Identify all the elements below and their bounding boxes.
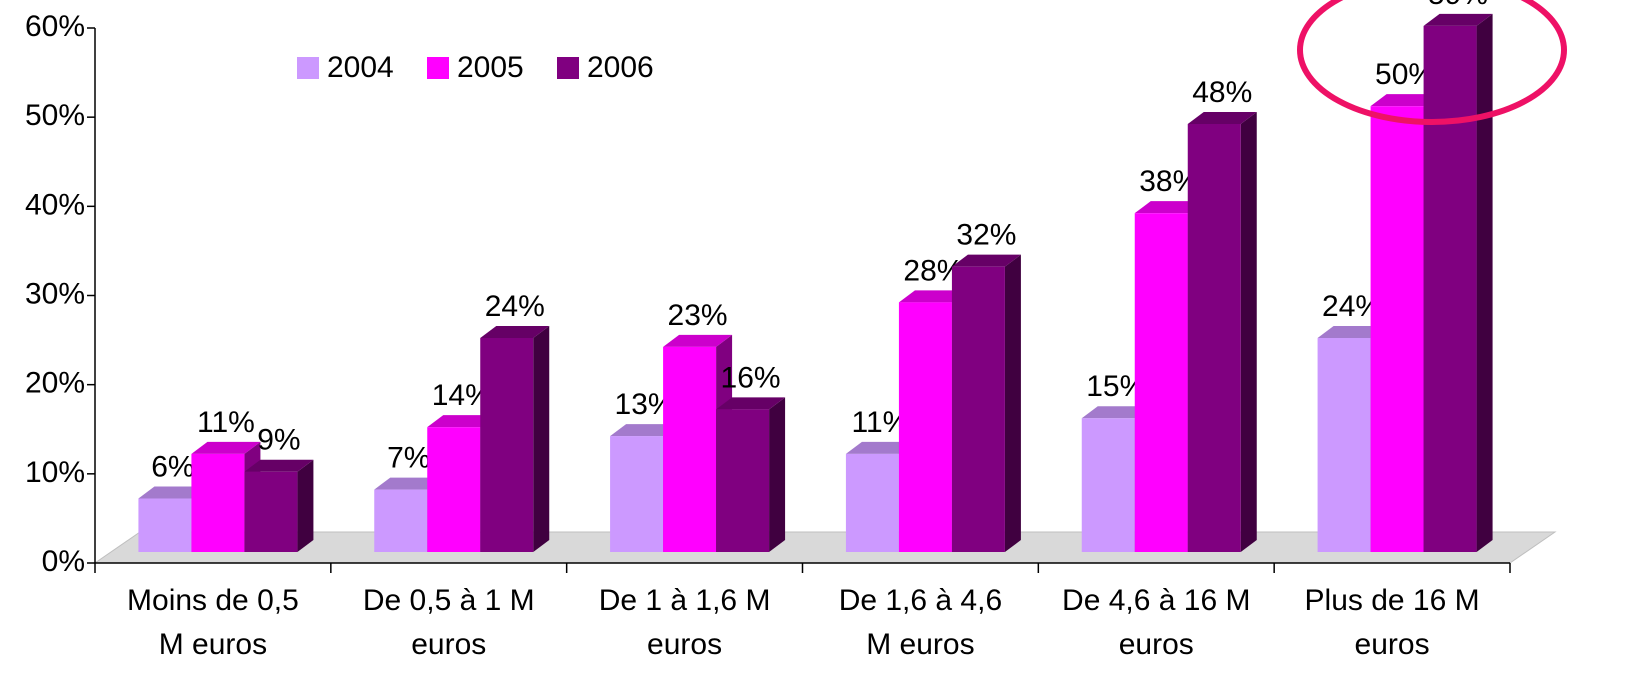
bar bbox=[1134, 213, 1188, 552]
value-label: 24% bbox=[485, 290, 545, 323]
bar-top bbox=[1370, 94, 1440, 107]
bar-side bbox=[769, 397, 786, 552]
bar bbox=[1317, 338, 1371, 552]
legend-label: 2004 bbox=[327, 51, 394, 84]
bar bbox=[427, 427, 481, 552]
bar-top bbox=[191, 441, 261, 454]
bar-top bbox=[138, 486, 208, 499]
bar-top bbox=[427, 415, 497, 428]
legend-swatch bbox=[427, 57, 449, 79]
bar bbox=[191, 453, 245, 552]
bar bbox=[951, 266, 1005, 552]
bar-side bbox=[1476, 13, 1493, 552]
bar bbox=[1081, 418, 1135, 552]
value-label: 7% bbox=[387, 442, 430, 475]
bar-top bbox=[1187, 112, 1257, 124]
legend-swatch bbox=[557, 57, 579, 79]
bar bbox=[716, 409, 770, 552]
bar bbox=[1370, 106, 1424, 553]
y-tick-label: 40% bbox=[25, 188, 85, 221]
bar-side bbox=[1004, 254, 1021, 552]
value-label: 9% bbox=[257, 424, 300, 457]
bar-top bbox=[716, 397, 786, 410]
bar bbox=[244, 471, 298, 552]
bar-top bbox=[845, 441, 915, 454]
bar bbox=[1423, 25, 1477, 552]
bar-top bbox=[951, 254, 1021, 267]
bar-top bbox=[374, 477, 444, 490]
highlight-ellipse bbox=[1297, 0, 1567, 125]
bar bbox=[663, 346, 717, 552]
y-tick-label: 60% bbox=[25, 10, 85, 43]
y-tick-label: 50% bbox=[25, 99, 85, 132]
legend-label: 2006 bbox=[587, 51, 654, 84]
value-label: 59% bbox=[1428, 0, 1488, 11]
legend-swatch bbox=[297, 57, 319, 79]
bar-top bbox=[1081, 406, 1151, 419]
bar bbox=[898, 302, 952, 552]
bar bbox=[138, 498, 192, 552]
value-label: 11% bbox=[197, 406, 255, 439]
value-label: 6% bbox=[151, 450, 194, 483]
bar-top bbox=[663, 334, 733, 347]
bar-top bbox=[1423, 13, 1493, 26]
bar-side bbox=[297, 459, 314, 552]
y-tick-label: 20% bbox=[25, 367, 85, 400]
bar bbox=[374, 489, 428, 552]
x-tick-label: Moins de 0,5 M euros bbox=[127, 584, 299, 661]
y-tick-label: 30% bbox=[25, 277, 85, 310]
value-label: 16% bbox=[721, 361, 781, 394]
bar-side bbox=[1240, 112, 1257, 552]
bar bbox=[1187, 124, 1241, 552]
value-label: 48% bbox=[1192, 76, 1252, 109]
bar-top bbox=[1317, 326, 1387, 338]
legend-label: 2005 bbox=[457, 51, 524, 84]
bar-side bbox=[533, 326, 550, 552]
value-label: 23% bbox=[668, 299, 728, 332]
bar-top bbox=[610, 424, 680, 437]
bar-top bbox=[1134, 201, 1204, 214]
x-tick-label: De 1,6 à 4,6 M euros bbox=[839, 584, 1002, 661]
value-label: 32% bbox=[956, 219, 1016, 252]
bar-top bbox=[244, 459, 314, 472]
y-tick-label: 0% bbox=[42, 545, 85, 578]
bar bbox=[845, 453, 899, 552]
y-tick-label: 10% bbox=[25, 456, 85, 489]
marks: 0% 10% 20% 30% 40% 50% 60% 6%11%9% Moins de 0,5 M… bbox=[25, 0, 1511, 661]
bar bbox=[610, 436, 664, 552]
bar-top bbox=[480, 326, 550, 338]
bar bbox=[480, 338, 534, 552]
bar-top bbox=[898, 290, 968, 303]
